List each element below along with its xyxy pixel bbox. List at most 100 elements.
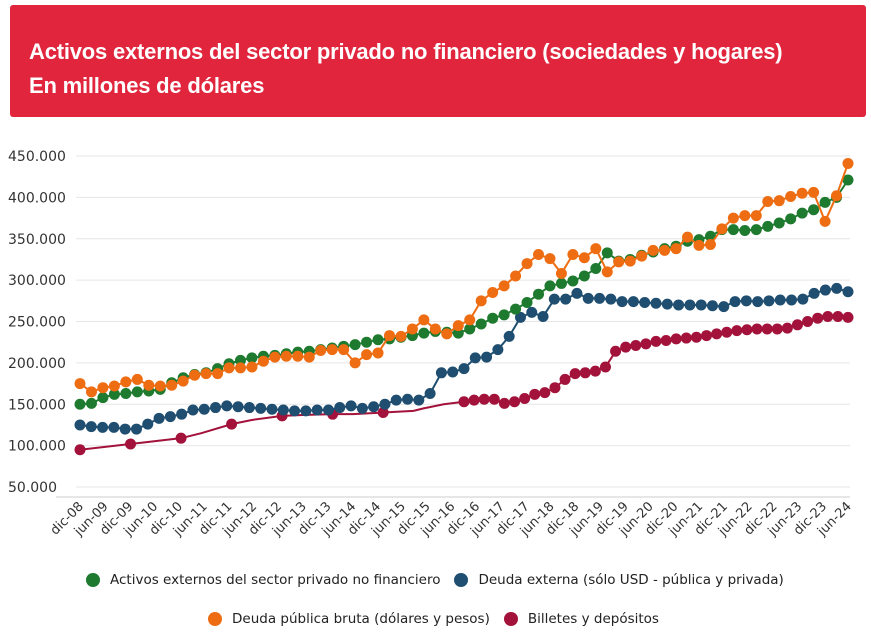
data-point: [164, 411, 176, 423]
data-point: [176, 408, 188, 420]
data-point: [177, 375, 189, 387]
data-point: [372, 347, 384, 359]
data-point: [108, 421, 120, 433]
data-point: [198, 403, 210, 415]
data-point: [232, 401, 244, 413]
chart-subtitle: En millones de dólares: [29, 73, 265, 98]
series-1: [74, 282, 854, 435]
data-point: [246, 361, 258, 373]
data-point: [514, 311, 526, 323]
data-point: [131, 386, 143, 398]
data-point: [475, 295, 487, 307]
data-point: [356, 402, 368, 414]
data-point: [751, 323, 763, 335]
legend-dot-deuda-externa: [454, 573, 469, 587]
data-point: [142, 418, 154, 430]
data-point: [797, 293, 809, 305]
data-point: [210, 402, 222, 414]
legend-item-deuda-externa[interactable]: Deuda externa (sólo USD - pública y priv…: [454, 572, 784, 588]
legend-row-2: Deuda pública bruta (dólares y pesos) Bi…: [208, 611, 673, 627]
data-point: [819, 215, 831, 227]
data-point: [413, 394, 425, 406]
data-point: [289, 405, 301, 417]
data-point: [605, 293, 617, 305]
data-point: [640, 338, 652, 350]
data-point: [315, 344, 327, 356]
data-point: [661, 298, 673, 310]
data-point: [526, 306, 538, 318]
data-point: [277, 404, 289, 416]
data-point: [418, 327, 430, 339]
data-point: [750, 224, 762, 236]
data-point: [464, 314, 476, 326]
data-point: [458, 363, 470, 375]
data-point: [786, 294, 798, 306]
legend-item-billetes[interactable]: Billetes y depósitos: [503, 611, 659, 627]
data-point: [731, 325, 743, 337]
y-tick-label: 400.000: [8, 190, 66, 206]
data-point: [383, 330, 395, 342]
data-point: [544, 280, 556, 292]
data-point: [488, 393, 500, 405]
data-point: [781, 322, 793, 334]
legend-dot-activos: [86, 573, 100, 587]
line-chart: 50.000 100.000 150.000 200.000 250.000 300.00…: [8, 149, 855, 540]
data-point: [519, 392, 531, 404]
data-point: [601, 247, 613, 259]
data-point: [690, 331, 702, 343]
data-point: [97, 421, 109, 433]
data-point: [842, 174, 854, 186]
data-point: [718, 301, 730, 313]
data-point: [435, 367, 447, 379]
data-point: [326, 344, 338, 356]
data-point: [630, 339, 642, 351]
data-point: [763, 295, 775, 307]
data-point: [539, 387, 551, 399]
data-point: [257, 355, 269, 367]
data-point: [590, 263, 602, 275]
data-point: [74, 419, 86, 431]
data-point: [684, 299, 696, 311]
series-line: [79, 315, 849, 451]
data-point: [567, 248, 579, 260]
y-tick-label: 100.000: [8, 439, 66, 455]
data-point: [831, 282, 843, 294]
data-point: [729, 296, 741, 308]
data-point: [704, 239, 716, 251]
data-point: [243, 402, 255, 414]
data-point: [85, 397, 97, 409]
data-point: [487, 312, 499, 324]
data-point: [544, 253, 556, 265]
data-point: [468, 394, 480, 406]
data-point: [234, 362, 246, 374]
data-point: [452, 320, 464, 332]
data-point: [226, 418, 238, 430]
x-axis: dic-08jun-09dic-09jun-10dic-10jun-11dic-…: [48, 499, 855, 540]
legend-item-activos[interactable]: Activos externos del sector privado no f…: [86, 572, 440, 588]
data-point: [578, 252, 590, 264]
data-point: [74, 444, 86, 456]
data-point: [498, 309, 510, 321]
data-point: [636, 250, 648, 262]
data-point: [616, 296, 628, 308]
data-point: [808, 287, 820, 299]
data-point: [819, 196, 831, 208]
data-point: [670, 243, 682, 255]
data-point: [311, 404, 323, 416]
y-tick-label: 50.000: [8, 480, 57, 496]
data-point: [424, 387, 436, 399]
data-point: [752, 296, 764, 308]
data-point: [650, 335, 662, 347]
data-point: [555, 268, 567, 280]
data-point: [379, 398, 391, 410]
data-point: [773, 195, 785, 207]
data-point: [659, 244, 671, 256]
data-point: [721, 326, 733, 338]
data-point: [670, 333, 682, 345]
data-point: [761, 323, 773, 335]
data-point: [549, 382, 561, 394]
data-point: [832, 311, 844, 323]
legend-item-deuda-publica[interactable]: Deuda pública bruta (dólares y pesos): [208, 611, 490, 627]
data-point: [300, 405, 312, 417]
data-point: [802, 316, 814, 327]
